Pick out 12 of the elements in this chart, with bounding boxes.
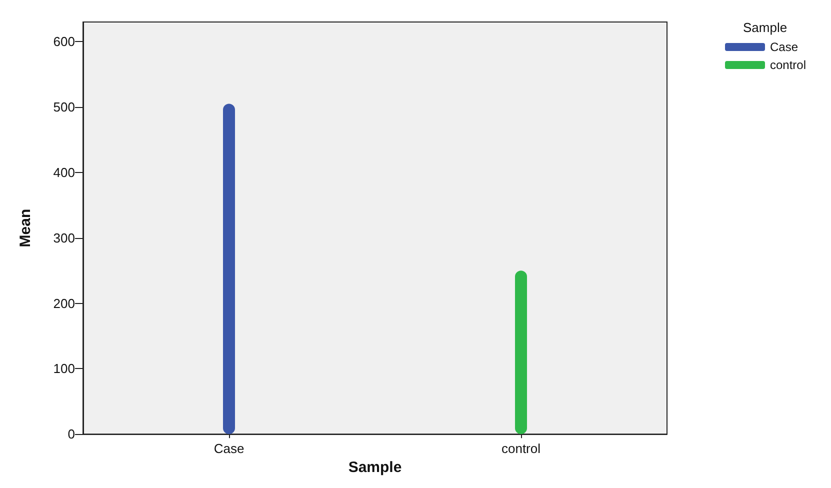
x-axis-title: Sample <box>348 459 402 476</box>
y-tick-label: 200 <box>53 296 75 311</box>
legend-label: control <box>770 58 806 72</box>
y-tick-label: 100 <box>53 361 75 376</box>
legend-label: Case <box>770 40 798 54</box>
y-tick-label: 500 <box>53 100 75 115</box>
y-tick-label: 300 <box>53 230 75 246</box>
legend-title: Sample <box>743 20 788 35</box>
y-tick-label: 400 <box>53 164 75 180</box>
y-axis-title: Mean <box>17 208 34 248</box>
y-tick-label: 0 <box>68 426 75 442</box>
y-tick-label: 600 <box>53 34 75 50</box>
